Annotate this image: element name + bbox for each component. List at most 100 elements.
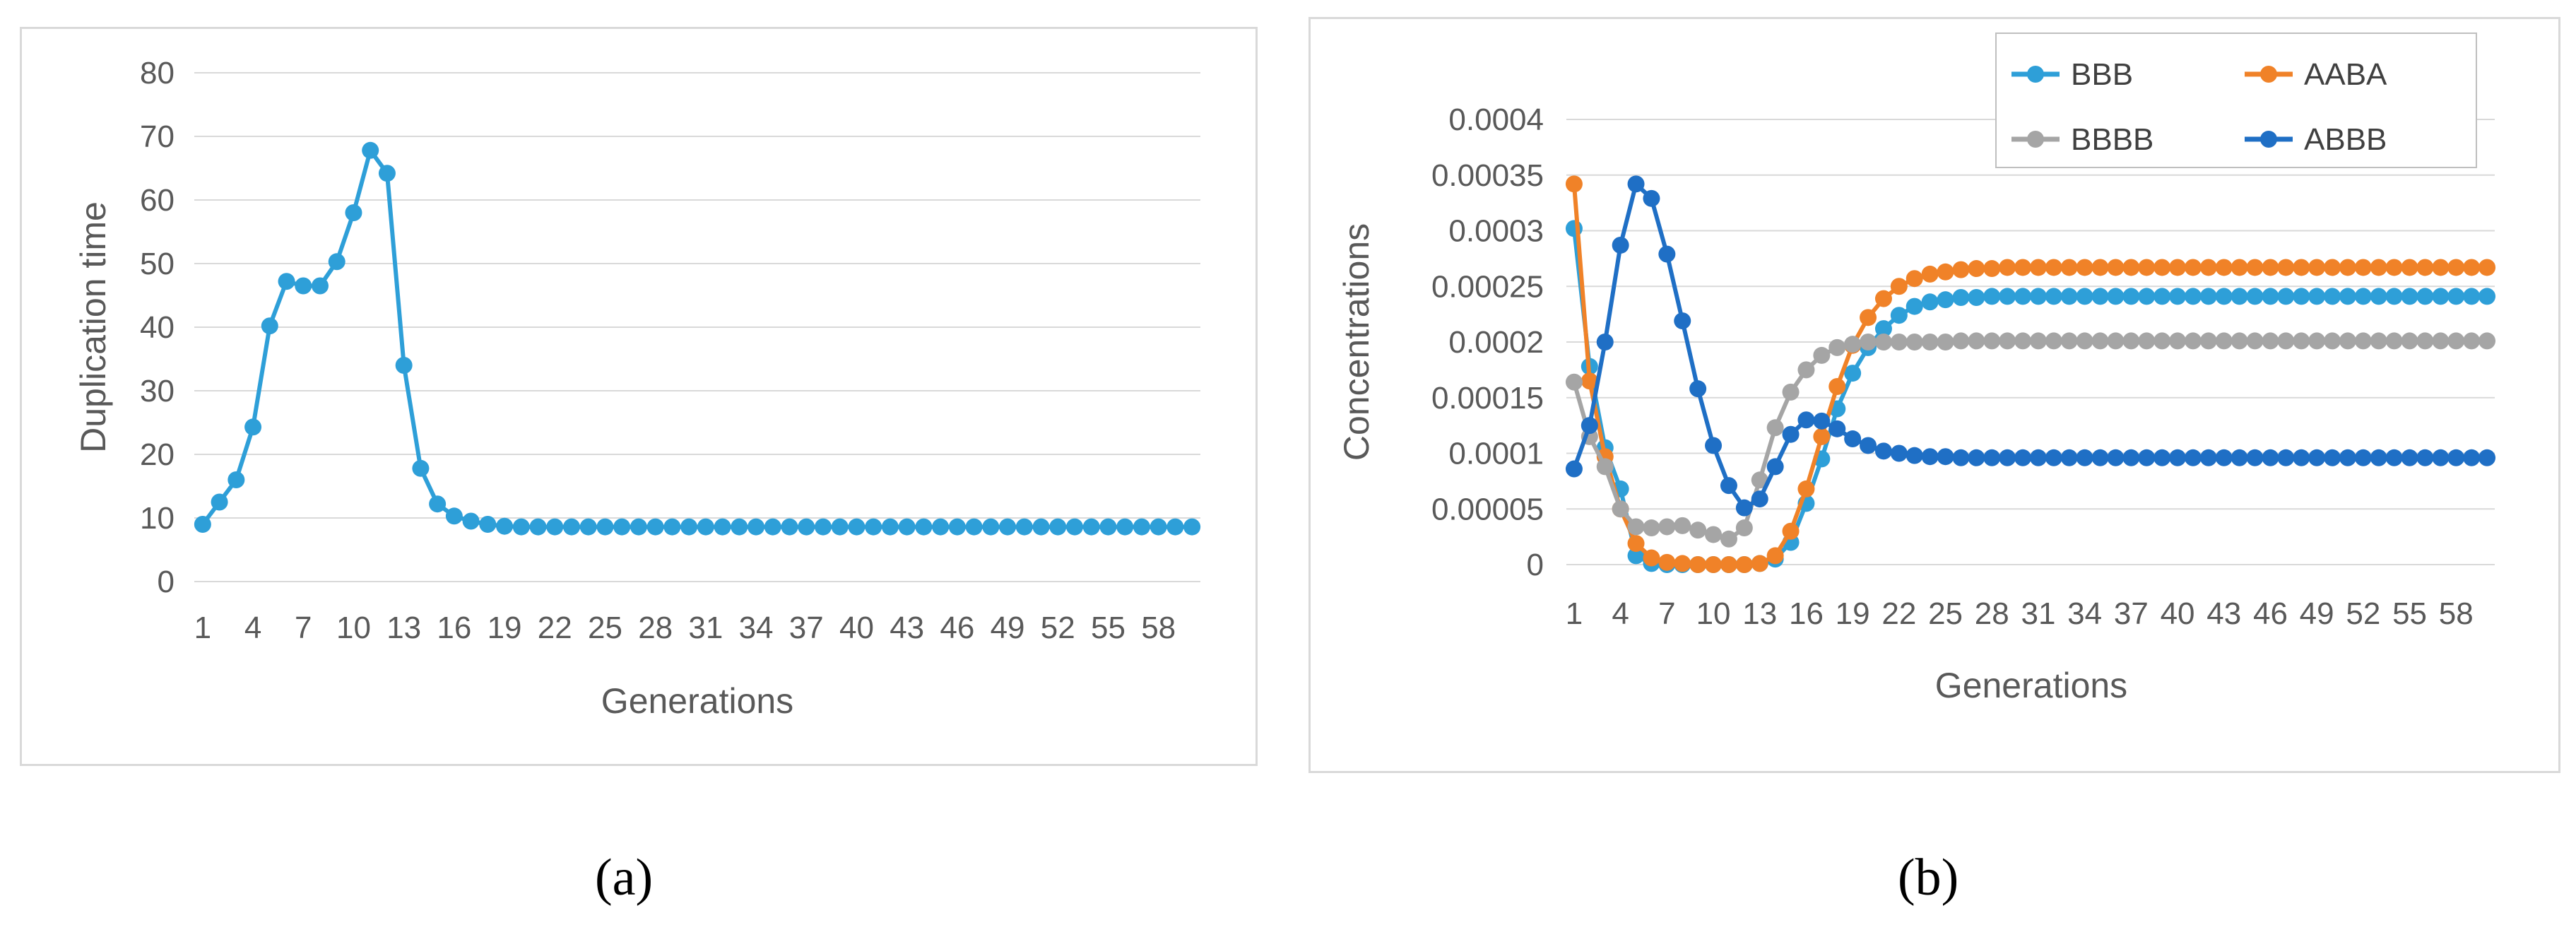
data-point: [2277, 259, 2295, 276]
y-tick-label: 70: [140, 119, 175, 154]
data-point: [2122, 288, 2140, 305]
data-point: [496, 517, 514, 535]
data-point: [1813, 412, 1831, 430]
chart-panel-a: 0 10 20 30 40 50 60 70 80 1 4 7 10 13 16 19 22 25 28 31 34 37…: [20, 27, 1258, 766]
y-tick-label: 0.0004: [1448, 102, 1544, 137]
data-point: [1983, 260, 2001, 278]
data-point: [881, 518, 899, 536]
data-point: [2029, 259, 2047, 276]
data-point: [1643, 189, 1660, 207]
x-tick-label: 22: [538, 611, 572, 645]
data-point: [646, 518, 664, 536]
data-point: [462, 512, 480, 530]
data-point: [2354, 288, 2372, 305]
data-point: [2262, 288, 2279, 305]
data-point: [412, 459, 430, 477]
data-point: [2478, 288, 2496, 305]
x-tick-label: 49: [991, 611, 1025, 645]
data-point: [1674, 517, 1691, 534]
data-point: [1751, 490, 1768, 508]
data-point: [2370, 288, 2387, 305]
data-point: [2370, 259, 2387, 276]
data-point: [2215, 332, 2233, 350]
data-point: [697, 518, 714, 536]
data-point: [948, 518, 966, 536]
x-tick-label: 46: [940, 611, 974, 645]
data-point: [479, 516, 497, 533]
data-point: [2060, 449, 2078, 466]
legend-label: BBBB: [2071, 122, 2153, 157]
data-point: [2169, 449, 2187, 466]
data-point: [2184, 288, 2202, 305]
data-point: [2231, 332, 2248, 350]
data-point: [2478, 332, 2496, 350]
data-point: [1968, 260, 1985, 278]
x-tick-label: 31: [2021, 596, 2055, 631]
data-point: [2076, 259, 2093, 276]
data-point: [1689, 380, 1707, 398]
x-tick-label: 28: [638, 611, 673, 645]
data-point: [1689, 522, 1707, 539]
data-point: [2339, 259, 2356, 276]
data-point: [2199, 259, 2217, 276]
data-point: [2199, 288, 2217, 305]
data-point: [2416, 449, 2434, 466]
data-point: [1860, 309, 1877, 326]
data-point: [2153, 332, 2171, 350]
data-point: [2029, 288, 2047, 305]
data-point: [2076, 288, 2093, 305]
data-point: [2354, 259, 2372, 276]
data-point: [2122, 332, 2140, 350]
data-point: [1828, 338, 1846, 356]
data-point: [312, 277, 329, 295]
x-tick-label: 13: [386, 611, 421, 645]
data-point: [1049, 518, 1067, 536]
data-point: [1766, 458, 1784, 476]
data-point: [2060, 288, 2078, 305]
x-tick-label: 46: [2253, 596, 2288, 631]
data-point: [1705, 556, 1723, 573]
data-point: [2029, 449, 2047, 466]
data-point: [261, 317, 278, 335]
data-point: [1612, 500, 1629, 518]
y-tick-label: 0.0003: [1448, 214, 1544, 249]
data-point: [1166, 518, 1184, 536]
data-point: [1952, 332, 1970, 350]
data-point: [1627, 535, 1645, 553]
data-point: [1860, 437, 1877, 454]
data-point: [1937, 334, 1954, 350]
data-point: [1705, 437, 1723, 454]
data-point: [898, 518, 916, 536]
data-point: [2447, 332, 2465, 350]
data-point: [1860, 334, 1877, 350]
data-point: [2215, 288, 2233, 305]
x-tick-label: 25: [1928, 596, 1963, 631]
x-tick-label: 10: [336, 611, 371, 645]
data-point: [1937, 291, 1954, 309]
data-point: [848, 518, 865, 536]
data-point: [1999, 332, 2016, 350]
x-tick-label: 58: [1141, 611, 1176, 645]
data-point: [1968, 449, 1985, 466]
data-point: [2246, 332, 2264, 350]
legend-label: AABA: [2304, 57, 2387, 92]
data-point: [563, 518, 580, 536]
x-tick-label: 49: [2300, 596, 2334, 631]
x-tick-label: 28: [1975, 596, 2009, 631]
x-tick-label: 4: [1612, 596, 1629, 631]
data-point: [731, 518, 748, 536]
data-point: [2246, 449, 2264, 466]
data-point: [2014, 332, 2032, 350]
data-point: [378, 165, 396, 182]
data-point: [2045, 259, 2062, 276]
legend-swatch-marker: [2027, 131, 2044, 148]
data-point: [1705, 526, 1723, 543]
data-point: [1999, 449, 2016, 466]
data-point: [982, 518, 1000, 536]
series-bbbb: [1565, 332, 2496, 548]
data-point: [815, 518, 832, 536]
data-point: [1150, 518, 1167, 536]
data-point: [748, 518, 765, 536]
data-point: [2293, 332, 2310, 350]
data-point: [1890, 278, 1908, 295]
